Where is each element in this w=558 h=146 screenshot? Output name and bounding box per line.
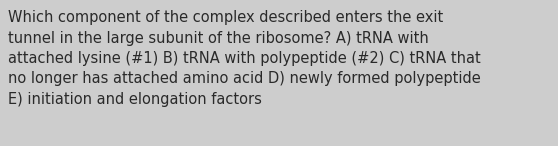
Text: Which component of the complex described enters the exit
tunnel in the large sub: Which component of the complex described… xyxy=(8,10,481,107)
